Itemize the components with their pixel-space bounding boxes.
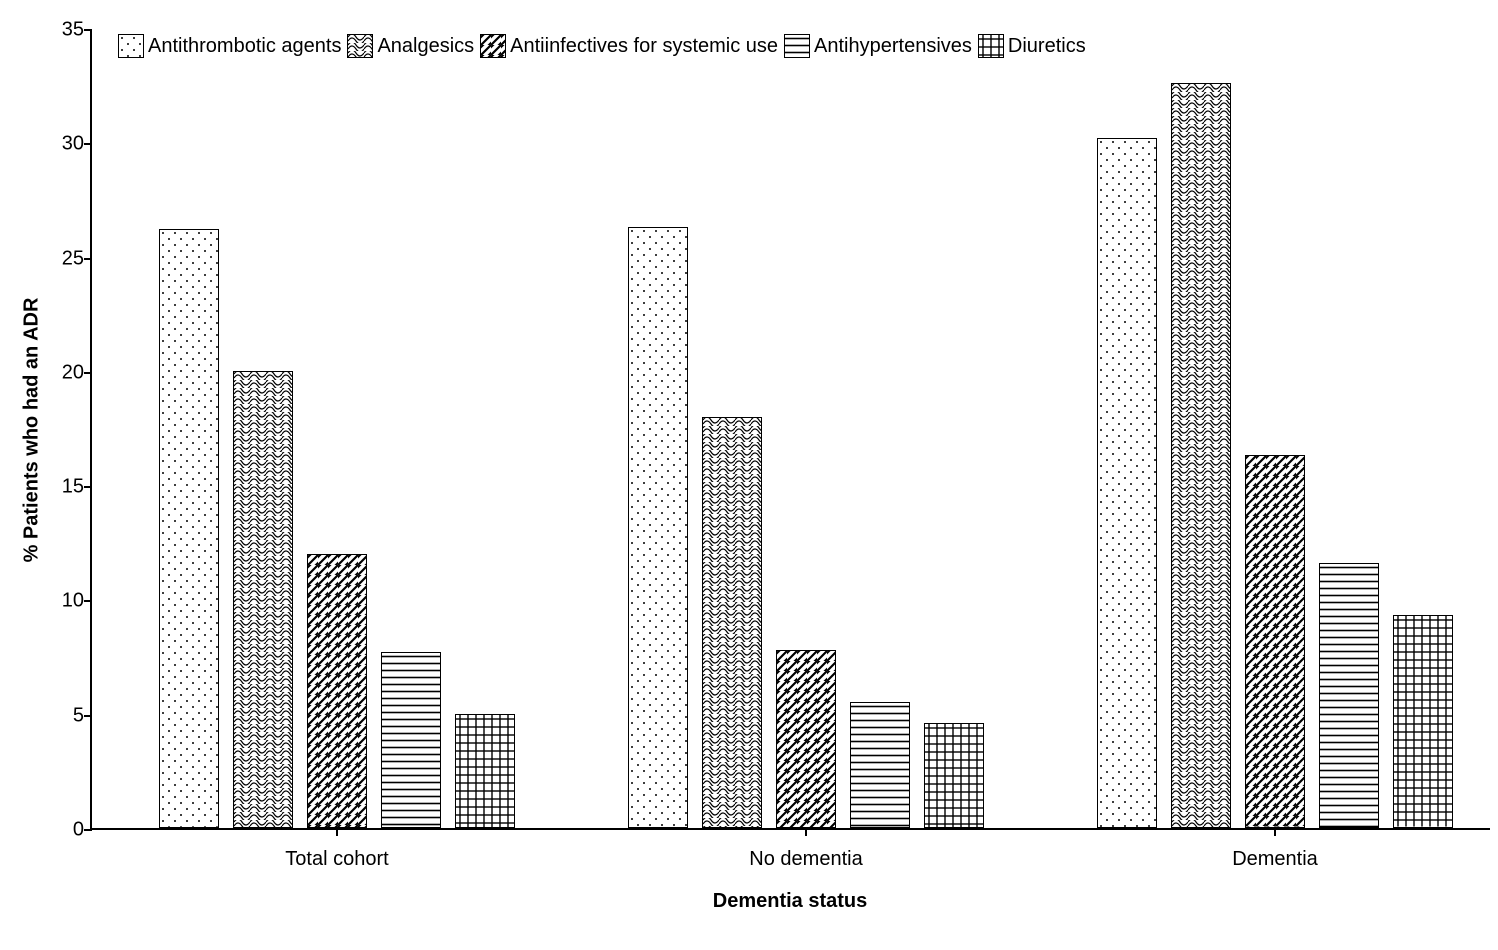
- legend-swatch: [784, 34, 810, 58]
- y-tick-mark: [84, 486, 92, 488]
- bar: [702, 417, 762, 828]
- y-tick-mark: [84, 600, 92, 602]
- legend-swatch: [118, 34, 144, 58]
- chart-container: 05101520253035Total cohortNo dementiaDem…: [20, 20, 1498, 930]
- y-tick-mark: [84, 829, 92, 831]
- y-tick-mark: [84, 29, 92, 31]
- legend-label: Antihypertensives: [814, 35, 972, 58]
- bar: [1319, 563, 1379, 828]
- bar: [307, 554, 367, 828]
- bar: [159, 229, 219, 828]
- legend-label: Antithrombotic agents: [148, 35, 341, 58]
- bar: [924, 723, 984, 828]
- bar: [776, 650, 836, 828]
- legend-label: Diuretics: [1008, 35, 1086, 58]
- y-tick-mark: [84, 143, 92, 145]
- bar: [1245, 455, 1305, 828]
- y-tick-mark: [84, 372, 92, 374]
- legend-label: Antiinfectives for systemic use: [510, 35, 778, 58]
- bar: [1097, 138, 1157, 828]
- plot-area: 05101520253035Total cohortNo dementiaDem…: [90, 30, 1490, 830]
- legend-item: Diuretics: [978, 34, 1086, 58]
- legend-swatch: [978, 34, 1004, 58]
- y-axis-label: % Patients who had an ADR: [21, 298, 44, 563]
- bar: [381, 652, 441, 828]
- bar: [233, 371, 293, 828]
- bar: [628, 227, 688, 828]
- legend-item: Antiinfectives for systemic use: [480, 34, 778, 58]
- legend-label: Analgesics: [377, 35, 474, 58]
- legend-swatch: [480, 34, 506, 58]
- x-tick-mark: [805, 828, 807, 836]
- legend-swatch: [347, 34, 373, 58]
- y-tick-mark: [84, 715, 92, 717]
- bar: [1393, 615, 1453, 828]
- bar: [850, 702, 910, 828]
- bar: [1171, 83, 1231, 828]
- bar: [455, 714, 515, 828]
- legend-item: Antihypertensives: [784, 34, 972, 58]
- chart-legend: Antithrombotic agents Analgesics Antiinfec…: [110, 32, 1094, 60]
- y-tick-mark: [84, 258, 92, 260]
- legend-item: Analgesics: [347, 34, 474, 58]
- legend-item: Antithrombotic agents: [118, 34, 341, 58]
- x-tick-mark: [336, 828, 338, 836]
- x-tick-mark: [1274, 828, 1276, 836]
